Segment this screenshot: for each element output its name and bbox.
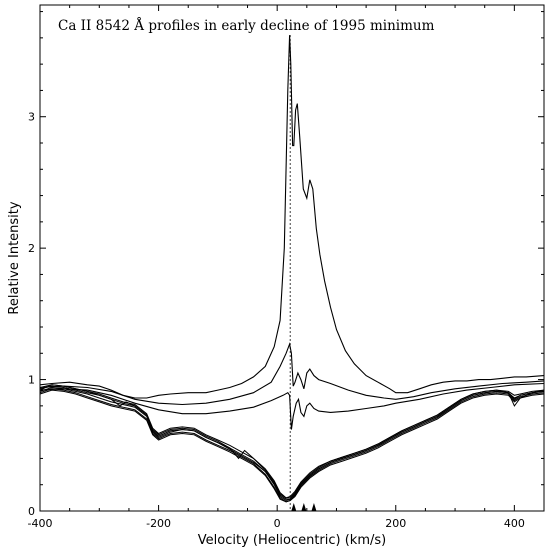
x-tick-label: 200 xyxy=(385,517,406,530)
y-tick-label: 3 xyxy=(28,111,35,124)
profile-series xyxy=(39,35,545,503)
emission-profile-2 xyxy=(39,342,545,406)
absorption-profile-4 xyxy=(39,384,545,499)
x-tick-label: -200 xyxy=(146,517,171,530)
y-tick-label: 0 xyxy=(28,505,35,518)
emission-profile-3 xyxy=(39,382,545,430)
chart-title: Ca II 8542 Å profiles in early decline o… xyxy=(58,18,435,34)
y-tick-label: 2 xyxy=(28,242,35,255)
x-axis-label: Velocity (Heliocentric) (km/s) xyxy=(198,533,386,548)
axis-ticks: -400 -200 0 200 400 0 1 2 3 xyxy=(28,5,545,530)
absorption-profile-5 xyxy=(39,389,545,503)
velocity-marker xyxy=(301,503,307,511)
velocity-marker xyxy=(291,503,297,511)
absorption-profile-2 xyxy=(39,385,545,499)
x-tick-label: 0 xyxy=(274,517,281,530)
velocity-marker xyxy=(311,503,317,511)
emission-profile-1 xyxy=(39,35,545,399)
plot-frame xyxy=(39,4,545,512)
x-tick-label: 400 xyxy=(504,517,525,530)
y-axis-label: Relative Intensity xyxy=(7,201,22,314)
x-tick-label: -400 xyxy=(28,517,53,530)
y-tick-label: 1 xyxy=(28,374,35,387)
absorption-profile-1 xyxy=(39,386,545,502)
velocity-markers xyxy=(291,503,317,511)
absorption-profile-6 xyxy=(39,384,545,500)
absorption-profile-3 xyxy=(39,388,545,503)
